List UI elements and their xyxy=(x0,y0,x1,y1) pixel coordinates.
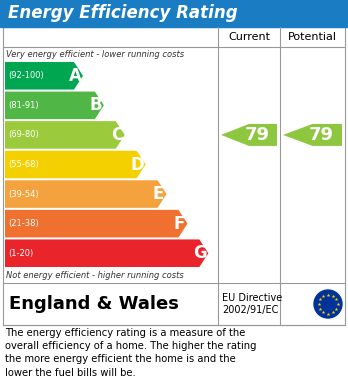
Polygon shape xyxy=(5,91,104,119)
Bar xyxy=(3,27,345,325)
Text: (1-20): (1-20) xyxy=(8,249,33,258)
Polygon shape xyxy=(221,124,277,146)
Text: (69-80): (69-80) xyxy=(8,131,39,140)
Text: 79: 79 xyxy=(309,126,334,144)
Text: The energy efficiency rating is a measure of the
overall efficiency of a home. T: The energy efficiency rating is a measur… xyxy=(5,328,256,378)
Text: C: C xyxy=(111,126,123,144)
Text: Energy Efficiency Rating: Energy Efficiency Rating xyxy=(8,5,238,23)
Text: 2002/91/EC: 2002/91/EC xyxy=(222,305,278,315)
Polygon shape xyxy=(5,210,188,237)
Text: (39-54): (39-54) xyxy=(8,190,39,199)
Text: F: F xyxy=(174,215,185,233)
Text: E: E xyxy=(153,185,164,203)
Polygon shape xyxy=(5,151,146,178)
Text: (21-38): (21-38) xyxy=(8,219,39,228)
Text: B: B xyxy=(89,96,102,114)
Text: (81-91): (81-91) xyxy=(8,101,39,110)
Text: A: A xyxy=(69,67,81,85)
Text: (92-100): (92-100) xyxy=(8,71,44,80)
Text: (55-68): (55-68) xyxy=(8,160,39,169)
Text: England & Wales: England & Wales xyxy=(9,295,179,313)
Circle shape xyxy=(314,290,342,318)
Text: Potential: Potential xyxy=(288,32,337,42)
Polygon shape xyxy=(5,121,125,149)
Polygon shape xyxy=(283,124,342,146)
Text: EU Directive: EU Directive xyxy=(222,293,282,303)
Polygon shape xyxy=(5,180,167,208)
Polygon shape xyxy=(5,62,83,90)
Polygon shape xyxy=(5,239,208,267)
Text: 79: 79 xyxy=(245,126,270,144)
Text: Current: Current xyxy=(228,32,270,42)
Text: D: D xyxy=(131,156,144,174)
Text: Very energy efficient - lower running costs: Very energy efficient - lower running co… xyxy=(6,50,184,59)
Text: G: G xyxy=(193,244,207,262)
Bar xyxy=(0,0,348,27)
Text: Not energy efficient - higher running costs: Not energy efficient - higher running co… xyxy=(6,271,184,280)
